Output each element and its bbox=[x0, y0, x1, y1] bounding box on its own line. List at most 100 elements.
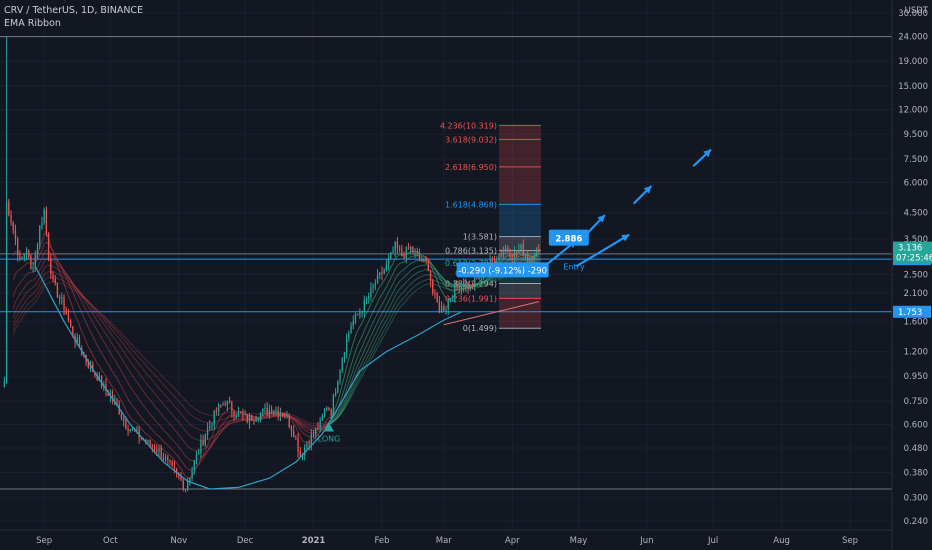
curve-drawing[interactable] bbox=[34, 266, 462, 490]
candle-body bbox=[136, 428, 138, 431]
candle-body bbox=[436, 293, 438, 302]
candle-body bbox=[151, 445, 154, 447]
candle-body bbox=[61, 297, 63, 299]
candle-body bbox=[228, 400, 231, 403]
y-tick-label: 0.750 bbox=[904, 397, 928, 407]
fib-level-label: 0(1.499) bbox=[463, 324, 497, 333]
candle-body bbox=[372, 285, 374, 288]
fib-level-label: 4.236(10.319) bbox=[440, 121, 497, 130]
candle-body bbox=[200, 440, 202, 454]
candle-body bbox=[361, 311, 363, 313]
x-tick-label: Sep bbox=[842, 536, 858, 546]
y-tick-label: 30.000 bbox=[898, 9, 928, 19]
candle-body bbox=[195, 453, 198, 461]
candle-body bbox=[376, 275, 379, 284]
candle-body bbox=[286, 415, 288, 417]
candle-body bbox=[284, 416, 286, 418]
candle-body bbox=[306, 444, 308, 448]
x-tick-label: Jun bbox=[639, 536, 653, 546]
target-tag-bg[interactable] bbox=[548, 229, 589, 246]
candle-body bbox=[145, 439, 147, 443]
candle-body bbox=[326, 407, 328, 411]
candle-body bbox=[312, 434, 315, 436]
candle-body bbox=[69, 320, 72, 327]
price-axis-background bbox=[892, 0, 932, 550]
candle-body bbox=[463, 282, 465, 287]
candle-body bbox=[374, 283, 377, 286]
candle-body bbox=[454, 285, 456, 298]
long-label: LONG bbox=[318, 435, 341, 444]
arrow-head-icon bbox=[597, 215, 605, 223]
candle-body bbox=[474, 278, 476, 288]
arrow-shaft[interactable] bbox=[575, 233, 630, 268]
fib-zone bbox=[498, 204, 541, 237]
candle-body bbox=[458, 286, 460, 289]
candle-body bbox=[138, 428, 140, 438]
candle-body bbox=[264, 407, 266, 409]
price-tag-label: 1.753 bbox=[898, 308, 922, 318]
countdown-label: 07:25:46 bbox=[896, 254, 932, 264]
candle-body bbox=[171, 462, 173, 466]
candle-body bbox=[52, 274, 54, 279]
price-axis[interactable]: 36.00030.00024.00019.00015.00012.0009.50… bbox=[891, 0, 932, 550]
candle-body bbox=[538, 248, 540, 251]
candle-body bbox=[330, 409, 332, 416]
candle-body bbox=[465, 282, 467, 287]
fib-level-label: 0.236(1.991) bbox=[445, 294, 497, 303]
y-tick-label: 0.300 bbox=[904, 493, 928, 503]
ema-line-1-green bbox=[328, 250, 539, 419]
x-tick-label: Jul bbox=[707, 536, 718, 546]
y-tick-label: 0.600 bbox=[904, 421, 928, 431]
indicator-label[interactable]: EMA Ribbon bbox=[4, 18, 61, 29]
candle-body bbox=[127, 428, 129, 432]
candle-body bbox=[45, 209, 48, 233]
candle-body bbox=[518, 249, 520, 253]
fib-level-label: 1(3.581) bbox=[463, 233, 497, 242]
candle-body bbox=[394, 241, 396, 252]
candle-body bbox=[198, 453, 200, 455]
candle-body bbox=[304, 447, 306, 456]
candle-body bbox=[319, 420, 321, 430]
fib-zone bbox=[498, 298, 541, 329]
time-axis[interactable]: Sep Oct Nov Dec 2021 Feb Mar Apr May Jun Jul Aug Sep bbox=[0, 529, 892, 546]
fib-level-label: 2.618(6.950) bbox=[445, 163, 497, 172]
candle-body bbox=[365, 298, 368, 301]
y-tick-label: 15.000 bbox=[898, 82, 928, 92]
candle-body bbox=[28, 250, 30, 257]
candle-body bbox=[321, 415, 324, 421]
candle-body bbox=[343, 352, 346, 360]
symbol-title[interactable]: CRV / TetherUS, 1D, BINANCE bbox=[4, 5, 144, 16]
rounded-bottom-curve[interactable] bbox=[34, 266, 462, 490]
candle-body bbox=[209, 425, 211, 429]
candle-body bbox=[255, 419, 257, 422]
candle-body bbox=[147, 440, 149, 443]
candle-body bbox=[65, 309, 67, 315]
candle-body bbox=[122, 418, 125, 421]
horizontal-lines[interactable] bbox=[0, 36, 892, 490]
candle-body bbox=[215, 410, 218, 412]
candle-body bbox=[323, 410, 326, 416]
x-tick-label: Mar bbox=[436, 536, 453, 546]
candle-body bbox=[125, 420, 127, 429]
candle-body bbox=[295, 437, 297, 439]
annotations[interactable]: LONG 2.886 -0.290 (-9.12%) -290 Entry bbox=[318, 148, 712, 444]
candle-body bbox=[58, 297, 61, 299]
candle-body bbox=[153, 446, 156, 451]
candle-body bbox=[266, 407, 268, 415]
candle-body bbox=[164, 457, 167, 460]
candle-body bbox=[412, 246, 414, 253]
trend-line[interactable] bbox=[443, 301, 539, 326]
candle-body bbox=[85, 355, 87, 363]
candle-body bbox=[524, 256, 527, 258]
candle-body bbox=[405, 247, 407, 259]
candle-body bbox=[348, 332, 350, 339]
measure-box[interactable] bbox=[456, 262, 549, 278]
candle-body bbox=[43, 209, 45, 223]
candle-body bbox=[162, 457, 165, 460]
x-tick-label: Feb bbox=[374, 536, 389, 546]
target-tag-label: 2.886 bbox=[555, 235, 582, 245]
candle-body bbox=[407, 247, 410, 250]
candle-body bbox=[390, 252, 392, 259]
y-tick-label: 6.000 bbox=[904, 178, 928, 188]
